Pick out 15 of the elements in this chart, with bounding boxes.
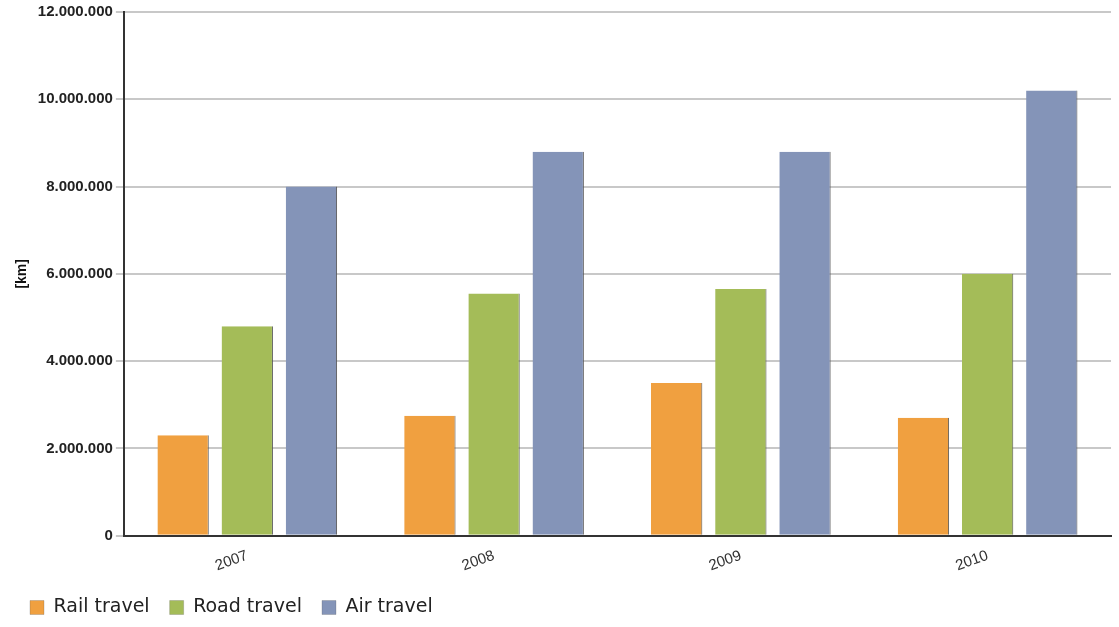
- x-tick-label: 2010: [952, 545, 991, 574]
- y-tick-label: 6.000.000: [46, 263, 113, 281]
- y-tick-label: 10.000.000: [37, 89, 113, 107]
- x-tick-label: 2008: [459, 545, 497, 574]
- y-tick-label: 4.000.000: [46, 351, 113, 369]
- y-tick-label: 0: [104, 525, 113, 543]
- y-tick-label: 8.000.000: [46, 176, 113, 194]
- legend-label: Rail travel: [53, 594, 150, 617]
- y-axis-title: [km]: [13, 259, 30, 289]
- legend-label: Air travel: [345, 594, 433, 617]
- legend-label: Road travel: [193, 594, 302, 617]
- x-tick-label: 2007: [212, 545, 250, 574]
- y-tick-label: 12.000.000: [37, 2, 113, 20]
- y-tick-label: 2.000.000: [46, 438, 113, 456]
- x-tick-label: 2009: [706, 545, 744, 574]
